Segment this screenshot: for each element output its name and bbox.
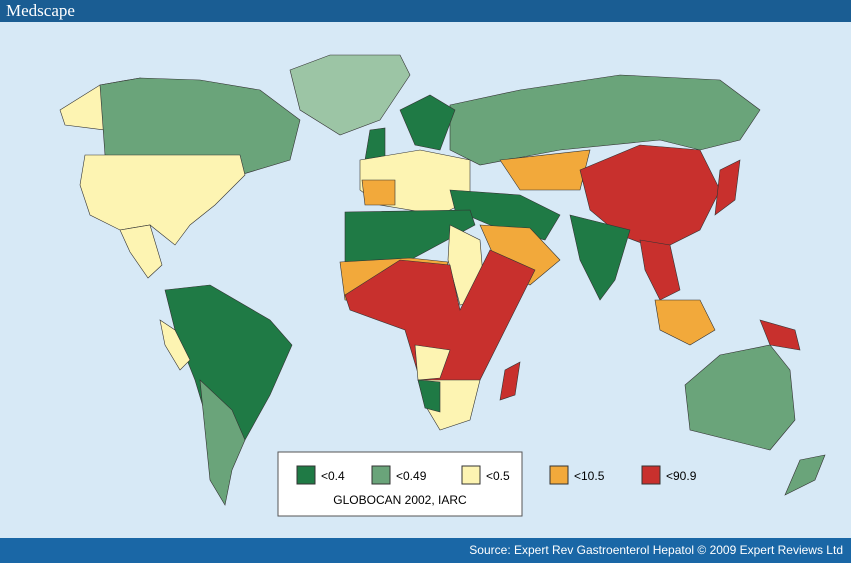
legend-label: <90.9: [666, 469, 697, 483]
brand: Medscape: [6, 1, 75, 20]
legend-label: <0.49: [396, 469, 427, 483]
legend-swatch: [296, 465, 316, 485]
legend-swatch: [461, 465, 481, 485]
legend-label: <0.5: [486, 469, 510, 483]
header-bar: Medscape: [0, 0, 851, 22]
legend-swatch: [549, 465, 569, 485]
legend-label: <0.4: [321, 469, 345, 483]
world-map: <0.4 <0.49 <0.5 <10.5 <90.9 GLOBOCAN 2002, I…: [59, 54, 826, 517]
legend-label: <10.5: [574, 469, 605, 483]
countries: [59, 54, 826, 506]
source: Source: Expert Rev Gastroenterol Hepatol…: [469, 543, 843, 557]
legend-swatch: [371, 465, 391, 485]
legend-box: [277, 451, 523, 517]
footer-bar: Source: Expert Rev Gastroenterol Hepatol…: [0, 538, 851, 563]
legend: <0.4 <0.49 <0.5 <10.5 <90.9: [296, 465, 697, 485]
legend-caption: GLOBOCAN 2002, IARC: [333, 493, 467, 507]
legend-swatch: [641, 465, 661, 485]
